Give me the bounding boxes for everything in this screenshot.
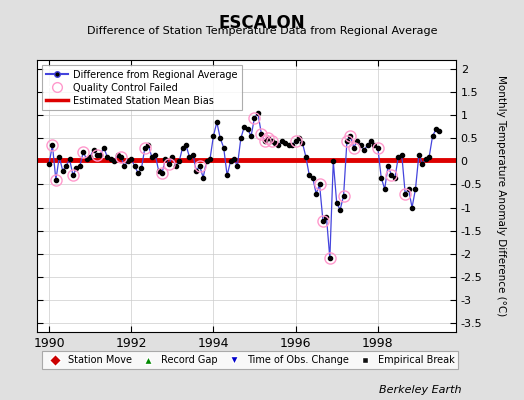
Text: ESCALON: ESCALON <box>219 14 305 32</box>
Y-axis label: Monthly Temperature Anomaly Difference (°C): Monthly Temperature Anomaly Difference (… <box>496 75 506 317</box>
Legend: Difference from Regional Average, Quality Control Failed, Estimated Station Mean: Difference from Regional Average, Qualit… <box>41 65 242 110</box>
Text: Difference of Station Temperature Data from Regional Average: Difference of Station Temperature Data f… <box>87 26 437 36</box>
Text: Berkeley Earth: Berkeley Earth <box>379 385 461 395</box>
Legend: Station Move, Record Gap, Time of Obs. Change, Empirical Break: Station Move, Record Gap, Time of Obs. C… <box>41 351 459 369</box>
